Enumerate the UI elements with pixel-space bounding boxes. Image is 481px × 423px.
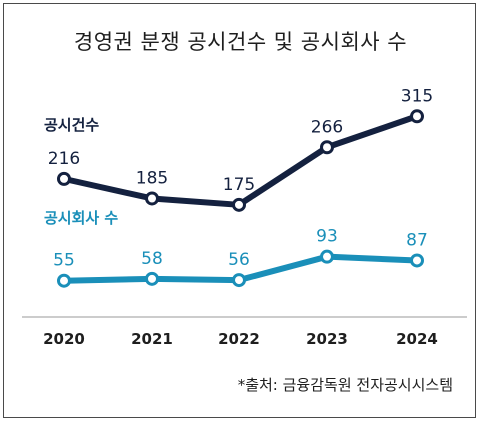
x-tick-label: 2022 xyxy=(218,330,260,348)
data-label: 315 xyxy=(401,86,433,106)
x-tick-label: 2021 xyxy=(131,330,173,348)
data-label: 266 xyxy=(311,117,343,137)
data-label: 93 xyxy=(316,227,338,247)
data-point xyxy=(57,273,71,288)
data-point xyxy=(145,191,159,206)
series-label-1: 공시건수 xyxy=(44,116,99,134)
x-tick-label: 2023 xyxy=(306,330,348,348)
data-point xyxy=(320,140,334,155)
x-tick-label: 2020 xyxy=(43,330,85,348)
chart-title: 경영권 분쟁 공시건수 및 공시회사 수 xyxy=(73,30,408,54)
x-tick-label: 2024 xyxy=(396,330,438,348)
chart-frame: 경영권 분쟁 공시건수 및 공시회사 수 공시건수 216 185 175 266 315… xyxy=(3,3,476,418)
data-label: 185 xyxy=(136,168,168,188)
data-label: 55 xyxy=(53,251,75,271)
data-label: 56 xyxy=(228,250,250,270)
data-label: 87 xyxy=(406,230,428,250)
series-label-2: 공시회사 수 xyxy=(44,209,118,227)
data-point xyxy=(410,253,424,268)
data-point xyxy=(410,109,424,124)
data-label: 58 xyxy=(141,249,163,269)
chart-plot: 공시건수 216 185 175 266 315 공시회사 수 55 58 56 93 87 2020… xyxy=(22,86,467,348)
source-note: *출처: 금융감독원 전자공시시스템 xyxy=(237,376,453,394)
data-point xyxy=(232,273,246,288)
data-point xyxy=(232,197,246,212)
data-point xyxy=(320,249,334,264)
data-label: 216 xyxy=(48,149,80,169)
data-point xyxy=(57,171,71,186)
data-label: 175 xyxy=(223,175,255,195)
data-point xyxy=(145,271,159,286)
